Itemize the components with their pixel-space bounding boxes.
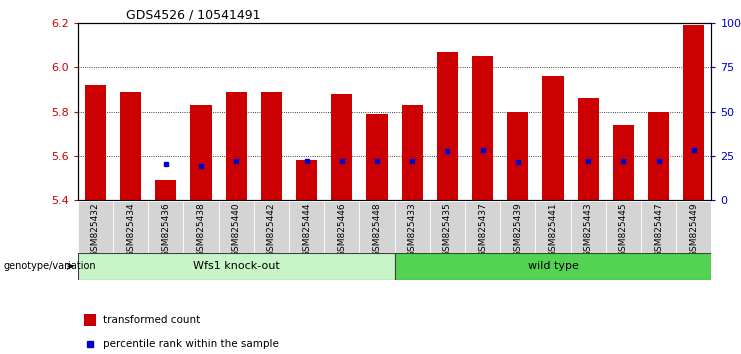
Text: wild type: wild type	[528, 261, 579, 272]
Bar	[571, 201, 606, 253]
Text: GSM825446: GSM825446	[337, 202, 346, 257]
Bar	[156, 180, 176, 200]
Bar	[113, 201, 148, 253]
Bar	[120, 92, 141, 200]
Bar	[507, 112, 528, 200]
Text: GSM825433: GSM825433	[408, 202, 416, 257]
Bar	[296, 160, 317, 200]
Text: GSM825449: GSM825449	[689, 202, 698, 257]
Bar	[289, 201, 325, 253]
Bar	[148, 201, 184, 253]
Text: GSM825432: GSM825432	[91, 202, 100, 257]
Bar	[325, 201, 359, 253]
Text: GSM825448: GSM825448	[373, 202, 382, 257]
Bar	[430, 201, 465, 253]
Text: GSM825445: GSM825445	[619, 202, 628, 257]
Bar	[84, 85, 106, 200]
Bar	[465, 201, 500, 253]
Bar	[437, 52, 458, 200]
Text: GSM825437: GSM825437	[478, 202, 487, 257]
Text: GSM825441: GSM825441	[548, 202, 557, 257]
Bar	[226, 92, 247, 200]
Text: GSM825436: GSM825436	[162, 202, 170, 257]
Text: GSM825443: GSM825443	[584, 202, 593, 257]
Bar	[606, 201, 641, 253]
Bar	[542, 76, 564, 200]
Bar	[472, 56, 494, 200]
Bar	[78, 201, 113, 253]
Bar	[261, 92, 282, 200]
Bar	[578, 98, 599, 200]
Text: GSM825444: GSM825444	[302, 202, 311, 257]
Bar	[500, 201, 535, 253]
Text: GSM825440: GSM825440	[232, 202, 241, 257]
Bar	[641, 201, 677, 253]
Bar	[613, 125, 634, 200]
Text: GSM825435: GSM825435	[443, 202, 452, 257]
Text: transformed count: transformed count	[103, 315, 200, 325]
Bar	[395, 201, 430, 253]
Bar	[253, 201, 289, 253]
Text: GSM825434: GSM825434	[126, 202, 135, 257]
Text: percentile rank within the sample: percentile rank within the sample	[103, 339, 279, 349]
Text: GSM825439: GSM825439	[514, 202, 522, 257]
Bar	[535, 201, 571, 253]
Bar	[331, 94, 353, 200]
Bar	[366, 114, 388, 200]
Bar	[84, 314, 96, 326]
Bar	[190, 105, 212, 200]
Text: GSM825442: GSM825442	[267, 202, 276, 257]
Bar	[395, 253, 711, 280]
Text: GSM825438: GSM825438	[196, 202, 205, 257]
Text: genotype/variation: genotype/variation	[4, 261, 96, 271]
Bar	[402, 105, 422, 200]
Text: GDS4526 / 10541491: GDS4526 / 10541491	[126, 9, 261, 22]
Bar	[219, 201, 253, 253]
Bar	[78, 253, 395, 280]
Bar	[677, 201, 711, 253]
Text: Wfs1 knock-out: Wfs1 knock-out	[193, 261, 279, 272]
Bar	[184, 201, 219, 253]
Text: GSM825447: GSM825447	[654, 202, 663, 257]
Bar	[648, 112, 669, 200]
Bar	[683, 25, 704, 200]
Bar	[359, 201, 395, 253]
